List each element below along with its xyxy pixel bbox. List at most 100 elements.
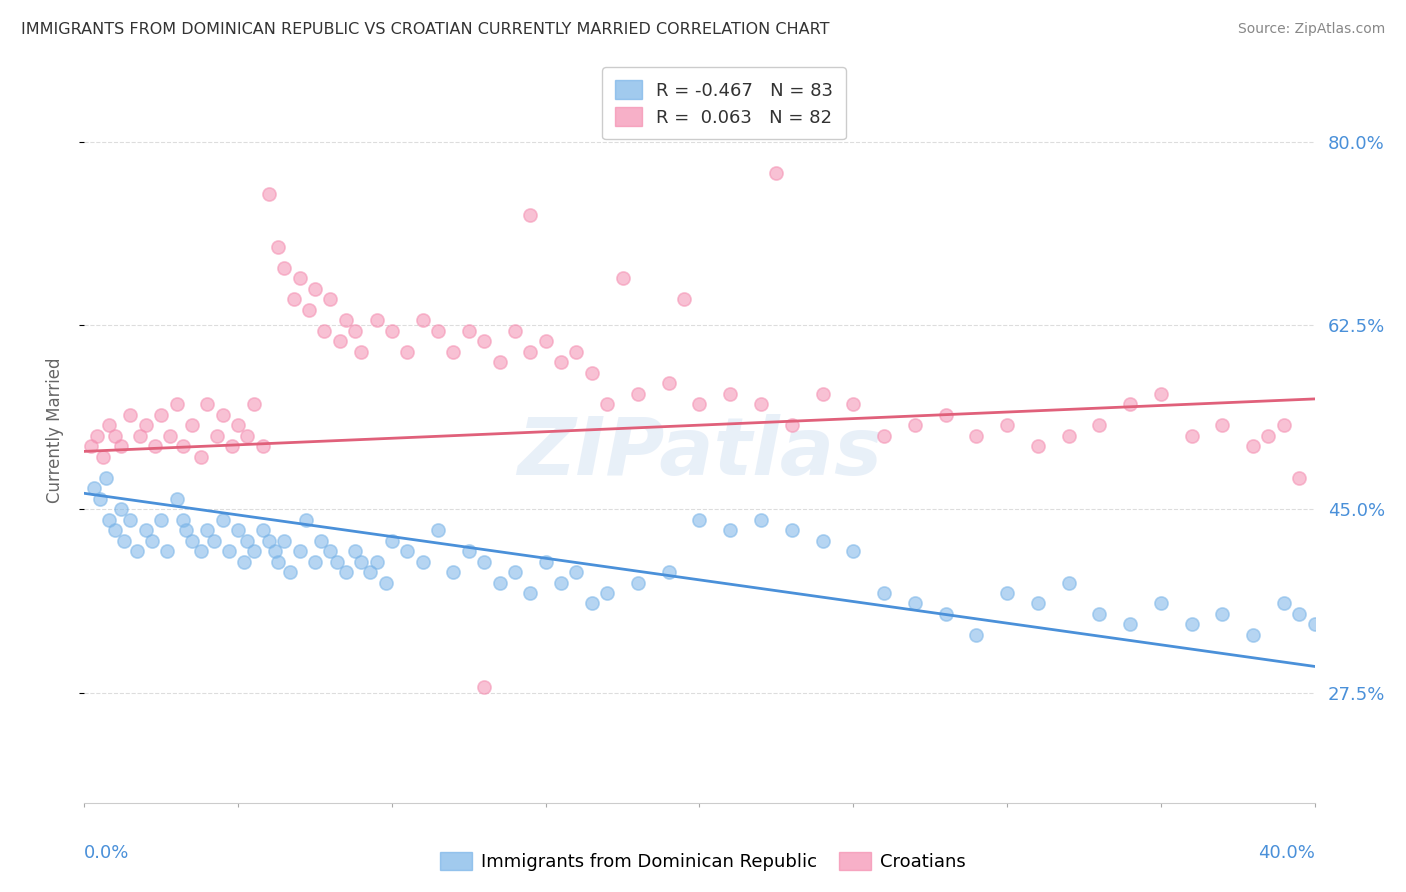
Point [1303,617,1326,632]
Point [443,344,465,359]
Point [1057,575,1080,590]
Point [344,544,367,558]
Point [314,324,336,338]
Point [488,355,510,369]
Point [98,418,120,433]
Point [412,555,434,569]
Point [112,533,135,548]
Point [811,533,834,548]
Point [273,260,295,275]
Point [811,386,834,401]
Point [565,565,588,579]
Point [226,418,249,433]
Point [94,470,117,484]
Point [995,586,1018,600]
Point [658,565,681,579]
Point [1288,607,1310,621]
Point [135,523,157,537]
Point [104,523,127,537]
Point [718,523,741,537]
Point [120,512,142,526]
Point [267,240,290,254]
Point [221,439,243,453]
Point [673,292,696,306]
Point [1119,617,1142,632]
Point [842,397,865,411]
Point [91,450,114,464]
Point [689,512,711,526]
Point [172,439,194,453]
Point [150,512,173,526]
Point [519,586,541,600]
Point [350,344,373,359]
Point [83,481,105,495]
Point [765,166,787,180]
Point [335,313,357,327]
Point [689,397,711,411]
Point [267,555,290,569]
Point [242,544,264,558]
Point [1181,428,1204,442]
Point [627,386,650,401]
Point [366,313,388,327]
Point [252,523,274,537]
Point [104,428,127,442]
Point [264,544,287,558]
Point [581,366,603,380]
Point [1241,439,1264,453]
Point [166,397,188,411]
Point [120,408,142,422]
Point [749,512,772,526]
Text: 40.0%: 40.0% [1258,844,1315,862]
Point [202,533,225,548]
Point [174,523,197,537]
Point [211,512,233,526]
Point [534,334,557,349]
Point [749,397,772,411]
Point [596,397,619,411]
Point [396,344,419,359]
Point [166,491,188,506]
Point [283,292,305,306]
Point [550,355,572,369]
Point [472,334,495,349]
Point [150,408,173,422]
Point [172,512,194,526]
Legend: Immigrants from Dominican Republic, Croatians: Immigrants from Dominican Republic, Croa… [433,845,973,879]
Point [472,555,495,569]
Point [842,544,865,558]
Point [904,418,927,433]
Point [396,544,419,558]
Text: ZIPatlas: ZIPatlas [517,414,882,491]
Point [288,271,311,285]
Point [627,575,650,590]
Point [190,544,212,558]
Point [125,544,148,558]
Point [427,324,450,338]
Point [288,544,311,558]
Point [381,324,404,338]
Legend: R = -0.467   N = 83, R =  0.063   N = 82: R = -0.467 N = 83, R = 0.063 N = 82 [602,67,846,139]
Point [658,376,681,391]
Point [718,386,741,401]
Point [1211,607,1233,621]
Point [159,428,181,442]
Point [205,428,228,442]
Point [190,450,212,464]
Point [1257,428,1279,442]
Point [519,344,541,359]
Point [374,575,396,590]
Point [257,187,280,202]
Point [257,533,280,548]
Point [197,397,219,411]
Point [488,575,510,590]
Point [1181,617,1204,632]
Point [211,408,233,422]
Point [236,428,259,442]
Point [472,681,495,695]
Point [612,271,634,285]
Point [226,523,249,537]
Point [236,533,259,548]
Point [565,344,588,359]
Point [581,597,603,611]
